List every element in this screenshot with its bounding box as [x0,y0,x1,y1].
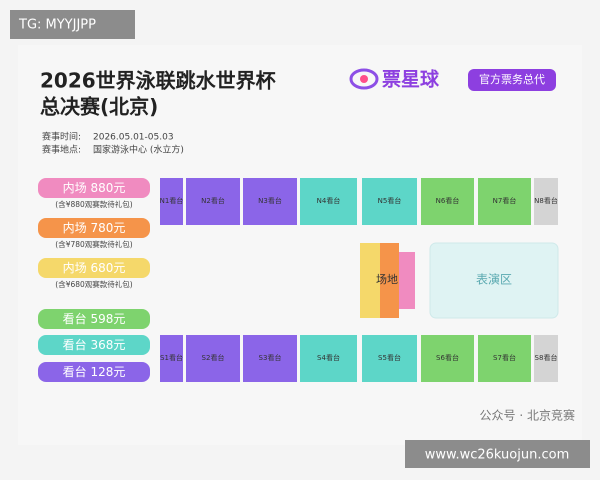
stage-label: 表演区 [476,272,512,287]
section-label: N4看台 [317,196,341,205]
section [534,178,558,225]
section [478,335,531,382]
section [300,335,357,382]
tier-label: 内场 680元 [63,261,126,275]
tier-button [38,178,150,198]
tier-label: 内场 880元 [63,181,126,195]
tier-button [38,335,150,355]
section-label: S2看台 [202,353,225,362]
field: 场地 [376,272,398,286]
tier-button [38,362,150,382]
info-value: 2026.05.01-05.03 [93,133,174,143]
info-label: 赛事时间: [42,131,81,143]
section [186,178,240,225]
info-value: 国家游泳中心 (水立方) [93,144,184,156]
section [478,178,531,225]
section-label: N6看台 [436,196,460,205]
tier-button [38,218,150,238]
section [421,335,474,382]
url: www.wc26kuojun.com [425,448,569,463]
section-label: N5看台 [378,196,402,205]
section-label: S4看台 [317,353,340,362]
title: 2026世界泳联跳水世界杯 [40,69,276,93]
badge-bg [468,69,556,91]
field-part [360,243,380,318]
section [362,178,417,225]
stage [429,242,559,319]
section-label: N7看台 [493,196,517,205]
tier-button [38,309,150,329]
tier-label: 看台 128元 [63,364,126,379]
section-label: S7看台 [493,353,516,362]
section [421,178,474,225]
section [300,178,357,225]
section [243,178,297,225]
wechat: 公众号 · 北京竞赛 [480,408,575,423]
section [362,335,417,382]
tier-note: (含¥680观赛款待礼包) [55,279,133,289]
section-label: S1看台 [160,353,183,362]
section-label: S6看台 [436,353,459,362]
logo-icon [349,68,379,90]
section-label: N8看台 [534,196,558,205]
section-label: S3看台 [259,353,282,362]
field-part [399,252,415,309]
section [160,335,183,382]
section-label: N3看台 [258,196,282,205]
logo-icon [360,75,368,83]
section [160,178,183,225]
section [186,335,240,382]
watermark: TG: MYYJJPP [18,18,96,33]
tier-button [38,258,150,278]
tier-note: (含¥880观赛款待礼包) [55,199,133,209]
info-label: 赛事地点: [42,144,81,156]
field-part [380,243,399,318]
tier-label: 看台 368元 [63,337,126,352]
section-label: N1看台 [160,196,184,205]
section [243,335,297,382]
section-label: S5看台 [378,353,401,362]
title: 总决赛(北京) [40,95,158,119]
logo: 票星球 [382,68,440,91]
section-label: N2看台 [201,196,225,205]
badge: 官方票务总代 [479,72,545,86]
section-label: S8看台 [535,353,558,362]
tier-note: (含¥780观赛款待礼包) [55,239,133,249]
watermark-box [10,10,135,39]
tier-label: 内场 780元 [63,221,126,235]
section [534,335,558,382]
tier-label: 看台 598元 [63,311,126,326]
url-box [405,440,590,468]
